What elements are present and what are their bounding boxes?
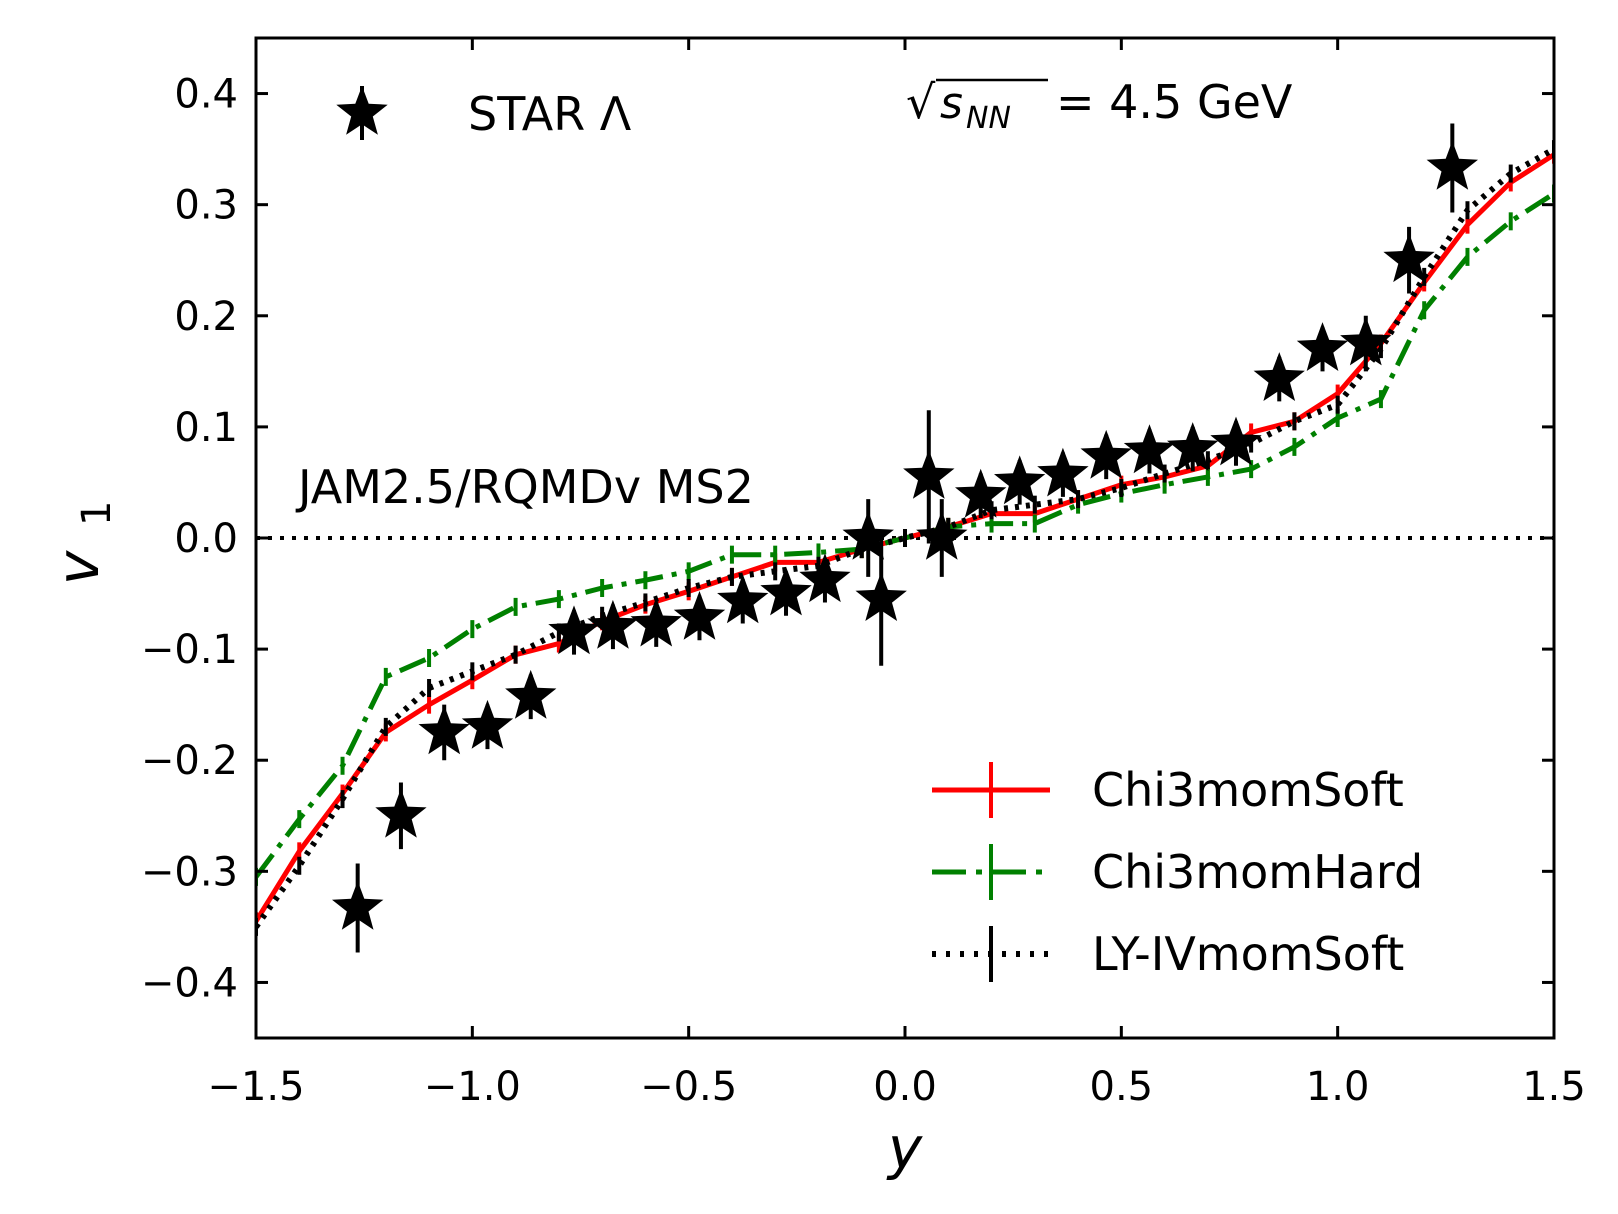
- x-tick-label: 0.5: [1090, 1064, 1154, 1110]
- data-point: [1426, 141, 1478, 190]
- data-point: [1037, 447, 1089, 497]
- data-point: [1123, 424, 1176, 474]
- svg-text:√: √: [906, 75, 936, 129]
- x-axis-label: y: [886, 1114, 923, 1182]
- legend-item-chi3momhard: Chi3momHard: [932, 844, 1423, 900]
- data-point: [799, 553, 851, 603]
- legend-label-chi3momhard: Chi3momHard: [1092, 845, 1423, 899]
- y-tick-label: −0.1: [141, 627, 238, 673]
- data-point: [587, 599, 639, 649]
- data-point: [1080, 429, 1132, 479]
- y-tick-label: 0.4: [174, 72, 238, 118]
- data-point: [916, 511, 968, 560]
- x-tick-label: 1.0: [1306, 1064, 1370, 1110]
- y-tick-label: −0.4: [141, 960, 238, 1006]
- data-point: [418, 705, 470, 755]
- data-point: [461, 699, 514, 749]
- svg-text:STAR Λ: STAR Λ: [468, 87, 632, 141]
- data-point: [1167, 422, 1219, 471]
- plot-frame: [254, 36, 1556, 1040]
- x-tick-label: 0.0: [873, 1064, 937, 1110]
- data-point: [903, 449, 955, 499]
- data-point: [760, 566, 812, 616]
- legend-star-marker: [336, 86, 388, 140]
- data-point: [332, 881, 384, 930]
- data-point: [673, 591, 726, 640]
- svg-text:s: s: [940, 78, 963, 129]
- data-point: [1296, 322, 1349, 371]
- legend-star-icon: [336, 86, 388, 135]
- y-tick-label: 0.1: [174, 405, 238, 451]
- y-tick-label: −0.3: [141, 849, 238, 895]
- y-axis-ticks: −0.4 −0.3 −0.2 −0.1 0.0 0.1 0.2 0.3 0.4: [141, 72, 1554, 1006]
- svg-text:= 4.5 GeV: = 4.5 GeV: [1056, 75, 1293, 129]
- data-point: [548, 605, 600, 655]
- data-point: [375, 788, 427, 838]
- data-point: [1210, 416, 1262, 466]
- legend-item-ly-ivmomsoft: LY-IVmomSoft: [932, 926, 1404, 982]
- legend-label-ly-ivmomsoft: LY-IVmomSoft: [1092, 927, 1404, 981]
- data-point: [717, 574, 769, 624]
- y-axis-label: v 1: [44, 501, 120, 586]
- y-tick-label: 0.2: [174, 294, 238, 340]
- svg-text:1: 1: [74, 501, 120, 526]
- svg-text:NN: NN: [966, 101, 1011, 136]
- data-point: [994, 455, 1046, 505]
- data-point: [630, 597, 682, 647]
- energy-annotation: √ s NN = 4.5 GeV: [906, 75, 1293, 136]
- y-tick-label: −0.2: [141, 738, 238, 784]
- model-annotation: JAM2.5/RQMDv MS2: [295, 460, 754, 514]
- x-tick-label: 1.5: [1522, 1064, 1586, 1110]
- x-tick-label: −1.0: [424, 1064, 521, 1110]
- model-legend: Chi3momSoft Chi3momHard LY-IVmomSoft: [932, 762, 1423, 982]
- data-legend: STAR Λ: [336, 86, 632, 141]
- data-point: [955, 468, 1007, 518]
- data-point: [855, 572, 907, 621]
- svg-text:v: v: [44, 549, 112, 585]
- data-point: [1340, 316, 1392, 366]
- x-tick-label: −1.5: [207, 1064, 304, 1110]
- y-tick-label: 0.3: [174, 183, 238, 229]
- x-tick-label: −0.5: [640, 1064, 737, 1110]
- legend-item-chi3momsoft: Chi3momSoft: [932, 762, 1404, 818]
- data-point: [505, 669, 557, 719]
- data-point: [1253, 352, 1305, 401]
- star-data-layer: [332, 123, 1478, 953]
- data-point: [842, 511, 894, 560]
- y-tick-label: 0.0: [174, 516, 238, 562]
- x-axis-ticks: −1.5 −1.0 −0.5 0.0 0.5 1.0 1.5: [207, 38, 1586, 1110]
- data-point: [1383, 233, 1435, 283]
- legend-label-chi3momsoft: Chi3momSoft: [1092, 763, 1404, 817]
